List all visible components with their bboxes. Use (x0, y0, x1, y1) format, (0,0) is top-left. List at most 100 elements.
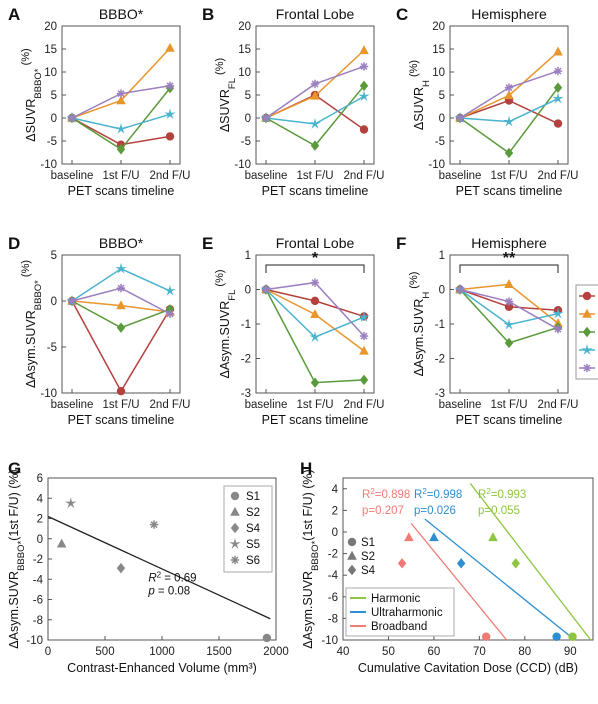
point-Ultraharmonic-S2 (429, 532, 439, 542)
x-axis-label: PET scans timeline (456, 184, 563, 198)
x-tick-label: 40 (337, 646, 350, 658)
point-S5 (358, 90, 370, 102)
x-tick-label: baseline (245, 399, 288, 411)
point-S6 (359, 331, 369, 341)
legend-marker-S5 (581, 344, 593, 355)
legend-label-Ultraharmonic: Ultraharmonic (371, 607, 443, 619)
legend-label-S5: S5 (246, 539, 260, 551)
fit-line-Broadband (410, 522, 508, 641)
panel-title: Hemisphere (471, 235, 547, 251)
p-annotation-Broadband: p=0.207 (362, 505, 404, 517)
y-tick-label: -10 (26, 635, 43, 647)
significance-bracket (265, 264, 365, 273)
legend-marker-S2 (230, 506, 240, 516)
x-axis-label: Cumulative Cavitation Dose (CCD) (dB) (358, 661, 578, 675)
legend-marker-S6-stroke (583, 364, 591, 372)
point-S6 (165, 81, 175, 90)
significance-bracket (459, 264, 559, 273)
y-tick-label: -2 (435, 354, 445, 366)
point-S6-stroke (117, 90, 125, 98)
point-S6-stroke (68, 297, 76, 305)
point-S5 (358, 311, 370, 322)
panel-title: Frontal Lobe (276, 6, 355, 22)
point-S6 (504, 297, 514, 306)
r2-annotation-Broadband: R2=0.898 (362, 487, 410, 502)
point-S6-stroke (68, 114, 76, 122)
legend-marker-S2 (347, 550, 357, 560)
panel-E: -3 -2 -1 0 1 baseline 1st F/U 2nd F/U PET scans … (202, 234, 384, 427)
point-S2 (553, 46, 563, 56)
point-S6-stroke (150, 521, 158, 529)
x-tick-label: 2nd F/U (538, 399, 579, 411)
point-S1 (359, 125, 369, 134)
point-S2 (310, 90, 320, 100)
point-S5 (164, 284, 176, 296)
panel-title: Hemisphere (471, 6, 547, 22)
plot-area (342, 477, 594, 641)
x-tick-label: 1st F/U (102, 399, 139, 411)
point-S4 (504, 337, 514, 349)
y-tick-label: -2 (328, 549, 338, 561)
y-tick-label: -1 (241, 319, 251, 331)
point-S4 (359, 80, 369, 91)
y-tick-label: 4 (37, 493, 44, 505)
point-S5 (503, 115, 515, 127)
point-S6-stroke (117, 284, 125, 292)
point-S6-stroke (311, 80, 319, 88)
point-S2 (310, 309, 320, 319)
y-tick-label: 2 (37, 514, 43, 526)
point-S5 (309, 117, 321, 129)
legend-marker-S6 (582, 363, 592, 373)
x-tick-label: 90 (564, 646, 577, 658)
point-S6-stroke (554, 325, 562, 333)
x-axis-label: PET scans timeline (262, 413, 369, 427)
point-S6 (261, 113, 271, 123)
legend-label-S4: S4 (246, 523, 261, 535)
x-tick-label: 60 (428, 646, 441, 658)
x-tick-label: baseline (245, 170, 288, 182)
point-Harmonic-S4 (511, 558, 520, 569)
point-S6 (553, 66, 563, 76)
y-tick-label: -2 (33, 554, 43, 566)
y-tick-label: 10 (44, 67, 57, 79)
panel-H: -10 -8 -6 -4 -2 0 2 4 40 50 60 70 80 90 Cumulative Cav… (300, 459, 594, 675)
y-axis-label: ΔSUVRBBBO* (%) (20, 48, 44, 141)
y-tick-label: -5 (435, 136, 445, 148)
point-S6 (310, 278, 320, 287)
legend-marker-S6-stroke (231, 556, 239, 564)
panel-A: -10 -5 0 5 10 15 20 baseline 1st F/U 2nd F/U PET s… (8, 5, 190, 198)
point-S6 (67, 296, 77, 306)
y-tick-label: -10 (428, 159, 445, 171)
point-S6 (455, 285, 465, 294)
y-axis-label: ΔAsym.SUVRH (%) (408, 272, 432, 377)
x-tick-label: baseline (51, 399, 94, 411)
point-S6-stroke (166, 82, 174, 90)
x-tick-label: 2nd F/U (538, 170, 579, 182)
point-S6-stroke (360, 62, 368, 70)
x-tick-label: 1st F/U (102, 170, 139, 182)
legend-label-Broadband: Broadband (371, 621, 427, 633)
legend-marker-S6 (230, 555, 240, 565)
y-axis-label: ΔSUVRH (%) (408, 60, 432, 130)
y-tick-label: 0 (439, 113, 445, 125)
point-S1 (553, 119, 563, 128)
x-tick-label: 70 (473, 646, 486, 658)
y-tick-label: -5 (241, 136, 251, 148)
point-S6-stroke (311, 279, 319, 287)
point-S2 (116, 300, 126, 310)
y-tick-label: -4 (33, 574, 44, 586)
point-S6-stroke (262, 114, 270, 122)
panel-label: H (300, 459, 312, 478)
point-S2 (504, 279, 514, 289)
y-tick-label: -2 (241, 354, 251, 366)
point-S2 (116, 95, 126, 105)
p-annotation-Harmonic: p=0.055 (478, 505, 520, 517)
point-S2 (359, 345, 369, 355)
y-tick-label: -6 (328, 592, 338, 604)
legend-marker-S2 (582, 308, 592, 318)
y-tick-label: -6 (33, 595, 43, 607)
x-axis-label: PET scans timeline (68, 413, 175, 427)
panel-title: Frontal Lobe (276, 235, 355, 251)
point-S6-stroke (166, 310, 174, 318)
